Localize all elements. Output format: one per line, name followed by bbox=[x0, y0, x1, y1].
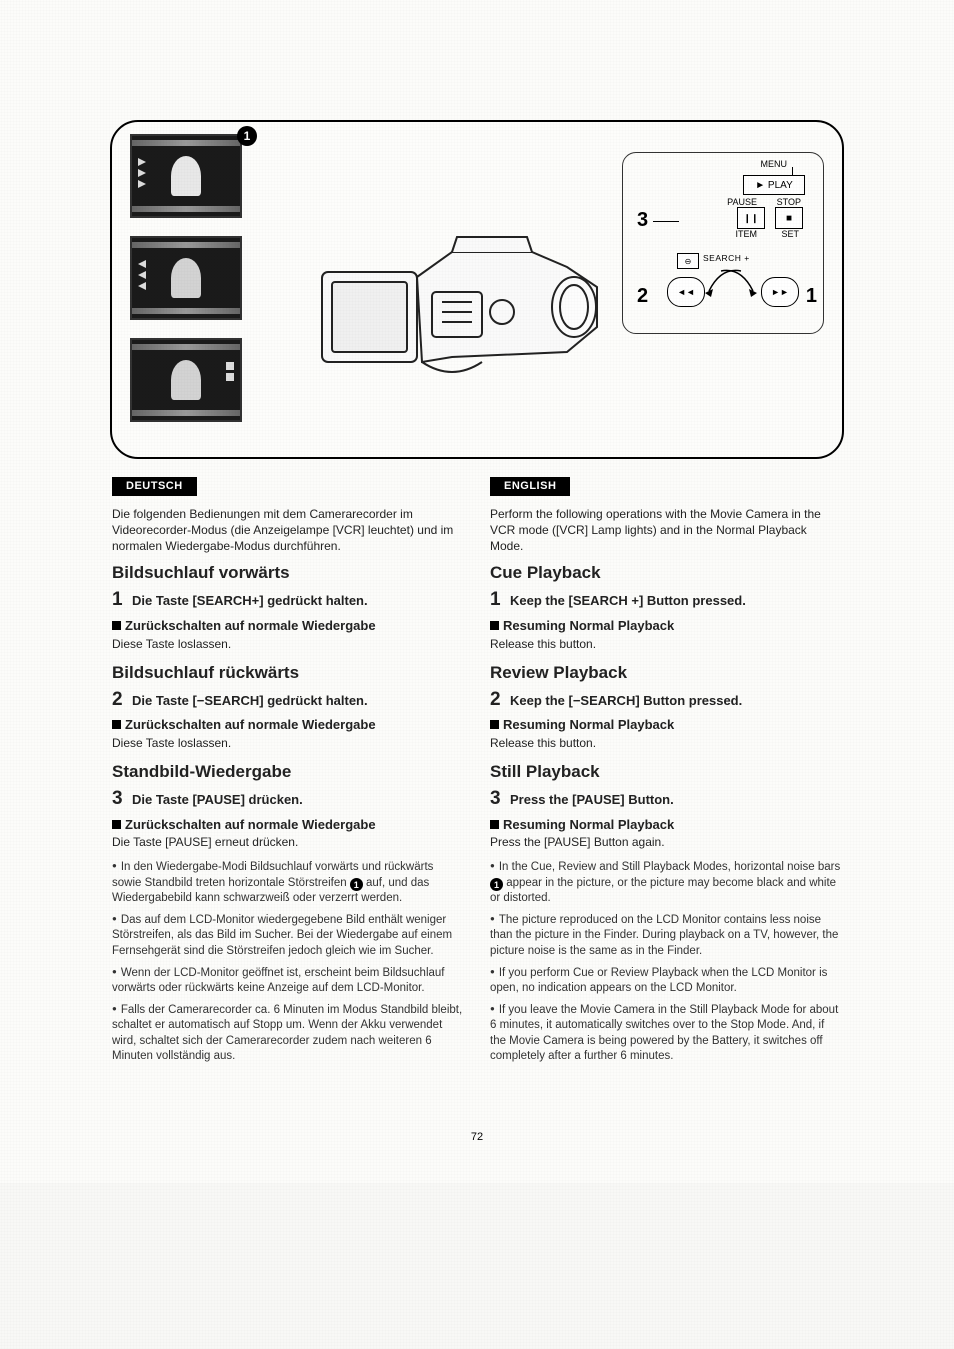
subh-en-0: Resuming Normal Playback bbox=[490, 617, 842, 635]
subb-en-1: Release this button. bbox=[490, 735, 842, 751]
step-de-2: 3Die Taste [PAUSE] drücken. bbox=[112, 786, 464, 812]
item-label: ITEM bbox=[736, 229, 758, 239]
pause-label: PAUSE bbox=[727, 197, 757, 207]
ref-num-3: 3 bbox=[637, 209, 648, 232]
subh-de-1: Zurückschalten auf normale Wiedergabe bbox=[112, 716, 464, 734]
rewind-button: ◄◄ bbox=[667, 277, 705, 307]
column-deutsch: DEUTSCH Die folgenden Bedienungen mit de… bbox=[112, 477, 464, 1071]
section-title-de-0: Bildsuchlauf vorwärts bbox=[112, 562, 464, 585]
text-columns: DEUTSCH Die folgenden Bedienungen mit de… bbox=[112, 477, 842, 1071]
callout-1-icon: 1 bbox=[237, 126, 257, 146]
stop-label: STOP bbox=[777, 197, 801, 207]
subh-en-2: Resuming Normal Playback bbox=[490, 816, 842, 834]
step-de-1: 2Die Taste [−SEARCH] gedrückt halten. bbox=[112, 687, 464, 713]
search-minus-icon: ⊖ bbox=[677, 253, 699, 269]
section-title-de-2: Standbild-Wiedergabe bbox=[112, 761, 464, 784]
stop-button: ■ bbox=[775, 207, 803, 229]
step-en-1: 2Keep the [−SEARCH] Button pressed. bbox=[490, 687, 842, 713]
ref-num-1: 1 bbox=[806, 285, 817, 308]
intro-de: Die folgenden Bedienungen mit dem Camera… bbox=[112, 506, 464, 555]
control-panel-diagram: MENU ► PLAY PAUSE STOP ❙❙ ■ ITEM SET 3 ⊖… bbox=[622, 152, 824, 334]
section-title-en-0: Cue Playback bbox=[490, 562, 842, 585]
section-title-en-1: Review Playback bbox=[490, 662, 842, 685]
subb-de-2: Die Taste [PAUSE] erneut drücken. bbox=[112, 834, 464, 850]
step-en-0: 1Keep the [SEARCH +] Button pressed. bbox=[490, 587, 842, 613]
lang-badge-de: DEUTSCH bbox=[112, 477, 197, 496]
page-number: 72 bbox=[0, 1131, 954, 1143]
playback-thumbnails bbox=[130, 134, 240, 440]
subb-en-0: Release this button. bbox=[490, 636, 842, 652]
play-button: ► PLAY bbox=[743, 175, 805, 195]
subb-en-2: Press the [PAUSE] Button again. bbox=[490, 834, 842, 850]
note-en-1: The picture reproduced on the LCD Monito… bbox=[490, 913, 842, 960]
camcorder-illustration bbox=[302, 212, 602, 412]
thumbnail-review bbox=[130, 236, 242, 320]
menu-label: MENU bbox=[761, 159, 788, 169]
thumbnail-still bbox=[130, 338, 242, 422]
section-title-de-1: Bildsuchlauf rückwärts bbox=[112, 662, 464, 685]
notes-en: In the Cue, Review and Still Playback Mo… bbox=[490, 860, 842, 1064]
note-en-2: If you perform Cue or Review Playback wh… bbox=[490, 966, 842, 997]
set-label: SET bbox=[781, 229, 799, 239]
note-en-3: If you leave the Movie Camera in the Sti… bbox=[490, 1003, 842, 1065]
illustration-panel: 1 ME bbox=[110, 120, 844, 459]
note-de-0: In den Wiedergabe-Modi Bildsuchlauf vorw… bbox=[112, 860, 464, 907]
notes-de: In den Wiedergabe-Modi Bildsuchlauf vorw… bbox=[112, 860, 464, 1064]
note-de-3: Falls der Camerarecorder ca. 6 Minuten i… bbox=[112, 1003, 464, 1065]
subb-de-0: Diese Taste loslassen. bbox=[112, 636, 464, 652]
note-en-0: In the Cue, Review and Still Playback Mo… bbox=[490, 860, 842, 907]
note-de-1: Das auf dem LCD-Monitor wiedergegebene B… bbox=[112, 913, 464, 960]
column-english: ENGLISH Perform the following operations… bbox=[490, 477, 842, 1071]
intro-en: Perform the following operations with th… bbox=[490, 506, 842, 555]
section-title-en-2: Still Playback bbox=[490, 761, 842, 784]
step-en-2: 3Press the [PAUSE] Button. bbox=[490, 786, 842, 812]
subh-en-1: Resuming Normal Playback bbox=[490, 716, 842, 734]
subh-de-2: Zurückschalten auf normale Wiedergabe bbox=[112, 816, 464, 834]
manual-page: 1 ME bbox=[0, 0, 954, 1183]
note-de-2: Wenn der LCD-Monitor geöffnet ist, ersch… bbox=[112, 966, 464, 997]
ref-num-2: 2 bbox=[637, 285, 648, 308]
thumbnail-cue bbox=[130, 134, 242, 218]
ff-button: ►► bbox=[761, 277, 799, 307]
pause-button: ❙❙ bbox=[737, 207, 765, 229]
subh-de-0: Zurückschalten auf normale Wiedergabe bbox=[112, 617, 464, 635]
subb-de-1: Diese Taste loslassen. bbox=[112, 735, 464, 751]
lang-badge-en: ENGLISH bbox=[490, 477, 570, 496]
step-de-0: 1Die Taste [SEARCH+] gedrückt halten. bbox=[112, 587, 464, 613]
